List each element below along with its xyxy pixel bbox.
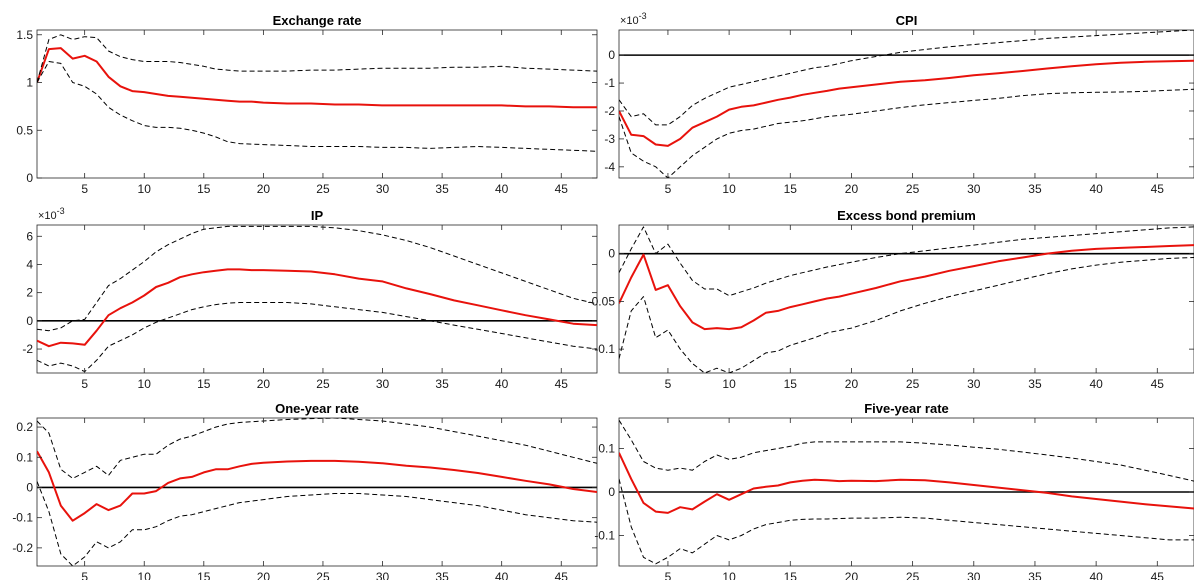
panel-title-excess-bond-premium: Excess bond premium bbox=[837, 208, 976, 223]
x-tick-label: 5 bbox=[81, 182, 88, 196]
x-tick-label: 45 bbox=[1151, 377, 1165, 391]
y-tick-label: 1.5 bbox=[16, 28, 33, 42]
y-tick-label: -3 bbox=[604, 132, 615, 146]
y-tick-label: 0 bbox=[608, 247, 615, 261]
x-tick-label: 30 bbox=[967, 570, 981, 580]
panel-title-five-year-rate: Five-year rate bbox=[864, 401, 949, 416]
exponent-label-ip: ×10-3 bbox=[38, 206, 65, 222]
x-tick-label: 25 bbox=[906, 570, 920, 580]
x-tick-label: 40 bbox=[495, 570, 509, 580]
y-tick-label: 0 bbox=[608, 48, 615, 62]
y-tick-label: -1 bbox=[604, 76, 615, 90]
panel-exchange-rate: 5 10 15 20 25 30 35 40 45 0 0.5 1 1.5 Exchange rate bbox=[16, 13, 597, 196]
x-tick-label: 45 bbox=[1151, 570, 1165, 580]
x-tick-label: 35 bbox=[435, 377, 449, 391]
axes-box-one-year-rate bbox=[37, 418, 597, 566]
x-tick-label: 15 bbox=[197, 377, 211, 391]
y-tick-label: 2 bbox=[26, 286, 33, 300]
x-tick-label: 30 bbox=[967, 377, 981, 391]
x-tick-label: 20 bbox=[845, 570, 859, 580]
x-tick-label: 15 bbox=[784, 570, 798, 580]
x-tick-label: 25 bbox=[906, 182, 920, 196]
y-tick-label: -0.1 bbox=[594, 342, 615, 356]
x-tick-label: 40 bbox=[495, 377, 509, 391]
y-tick-label: 0 bbox=[26, 480, 33, 494]
x-tick-label: 35 bbox=[435, 570, 449, 580]
x-tick-label: 5 bbox=[665, 570, 672, 580]
x-tick-label: 35 bbox=[1028, 377, 1042, 391]
x-tick-label: 25 bbox=[316, 570, 330, 580]
panel-title-exchange-rate: Exchange rate bbox=[273, 13, 362, 28]
x-tick-label: 40 bbox=[1089, 570, 1103, 580]
x-tick-label: 20 bbox=[845, 377, 859, 391]
x-tick-label: 5 bbox=[81, 570, 88, 580]
x-tick-label: 35 bbox=[435, 182, 449, 196]
x-tick-label: 30 bbox=[376, 182, 390, 196]
y-tick-label: -4 bbox=[604, 160, 615, 174]
y-tick-label: 0 bbox=[26, 314, 33, 328]
axes-box-excess-bond-premium bbox=[619, 225, 1194, 373]
y-tick-label: 6 bbox=[26, 229, 33, 243]
x-tick-label: 25 bbox=[906, 377, 920, 391]
y-tick-label: 1 bbox=[26, 76, 33, 90]
x-tick-label: 5 bbox=[81, 377, 88, 391]
x-tick-label: 30 bbox=[376, 570, 390, 580]
y-tick-label: 0.5 bbox=[16, 123, 33, 137]
x-tick-label: 40 bbox=[1089, 377, 1103, 391]
axes-box-cpi bbox=[619, 30, 1194, 178]
x-tick-label: 35 bbox=[1028, 182, 1042, 196]
x-tick-label: 5 bbox=[665, 182, 672, 196]
x-tick-label: 10 bbox=[138, 570, 152, 580]
exponent-label-cpi: ×10-3 bbox=[620, 11, 647, 27]
x-tick-label: 10 bbox=[138, 182, 152, 196]
x-tick-label: 35 bbox=[1028, 570, 1042, 580]
axes-box-ip bbox=[37, 225, 597, 373]
y-tick-label: 0.1 bbox=[16, 450, 33, 464]
x-tick-label: 5 bbox=[665, 377, 672, 391]
x-tick-label: 20 bbox=[257, 377, 271, 391]
panel-title-ip: IP bbox=[311, 208, 324, 223]
x-tick-label: 20 bbox=[845, 182, 859, 196]
panel-one-year-rate: 5 10 15 20 25 30 35 40 45 -0.2 -0.1 0 0.1 0.2 One-year… bbox=[12, 401, 597, 580]
x-tick-label: 10 bbox=[138, 377, 152, 391]
x-tick-label: 10 bbox=[722, 570, 736, 580]
panel-cpi: 5 10 15 20 25 30 35 40 45 -4 -3 -2 -1 0 CPI ×10-3 bbox=[604, 11, 1194, 196]
x-tick-label: 20 bbox=[257, 570, 271, 580]
panel-title-cpi: CPI bbox=[896, 13, 918, 28]
y-tick-label: -2 bbox=[22, 342, 33, 356]
x-tick-label: 25 bbox=[316, 182, 330, 196]
x-tick-label: 10 bbox=[722, 182, 736, 196]
y-tick-label: 0.2 bbox=[16, 420, 33, 434]
y-tick-label: 0 bbox=[608, 485, 615, 499]
y-tick-label: -0.2 bbox=[12, 541, 33, 555]
x-tick-label: 30 bbox=[376, 377, 390, 391]
x-tick-label: 25 bbox=[316, 377, 330, 391]
panel-five-year-rate: 5 10 15 20 25 30 35 40 45 -0.1 0 0.1 Five-year rate bbox=[594, 401, 1194, 580]
panel-title-one-year-rate: One-year rate bbox=[275, 401, 359, 416]
panel-ip: 5 10 15 20 25 30 35 40 45 -2 0 2 4 6 IP ×10-3 bbox=[22, 206, 597, 391]
x-tick-label: 20 bbox=[257, 182, 271, 196]
x-tick-label: 15 bbox=[197, 182, 211, 196]
x-tick-label: 45 bbox=[555, 570, 569, 580]
x-tick-label: 15 bbox=[784, 377, 798, 391]
y-tick-label: -2 bbox=[604, 104, 615, 118]
x-tick-label: 40 bbox=[495, 182, 509, 196]
x-tick-label: 45 bbox=[555, 182, 569, 196]
x-tick-label: 10 bbox=[722, 377, 736, 391]
y-tick-label: 4 bbox=[26, 257, 33, 271]
y-tick-label: -0.05 bbox=[588, 294, 616, 308]
y-tick-label: 0 bbox=[26, 171, 33, 185]
x-tick-label: 40 bbox=[1089, 182, 1103, 196]
y-tick-label: -0.1 bbox=[594, 529, 615, 543]
x-tick-label: 15 bbox=[784, 182, 798, 196]
x-tick-label: 45 bbox=[1151, 182, 1165, 196]
panel-excess-bond-premium: 5 10 15 20 25 30 35 40 45 -0.1 -0.05 0 Excess bond p… bbox=[588, 208, 1194, 391]
y-tick-label: 0.1 bbox=[598, 441, 615, 455]
x-tick-label: 45 bbox=[555, 377, 569, 391]
x-tick-label: 30 bbox=[967, 182, 981, 196]
y-tick-label: -0.1 bbox=[12, 511, 33, 525]
x-tick-label: 15 bbox=[197, 570, 211, 580]
